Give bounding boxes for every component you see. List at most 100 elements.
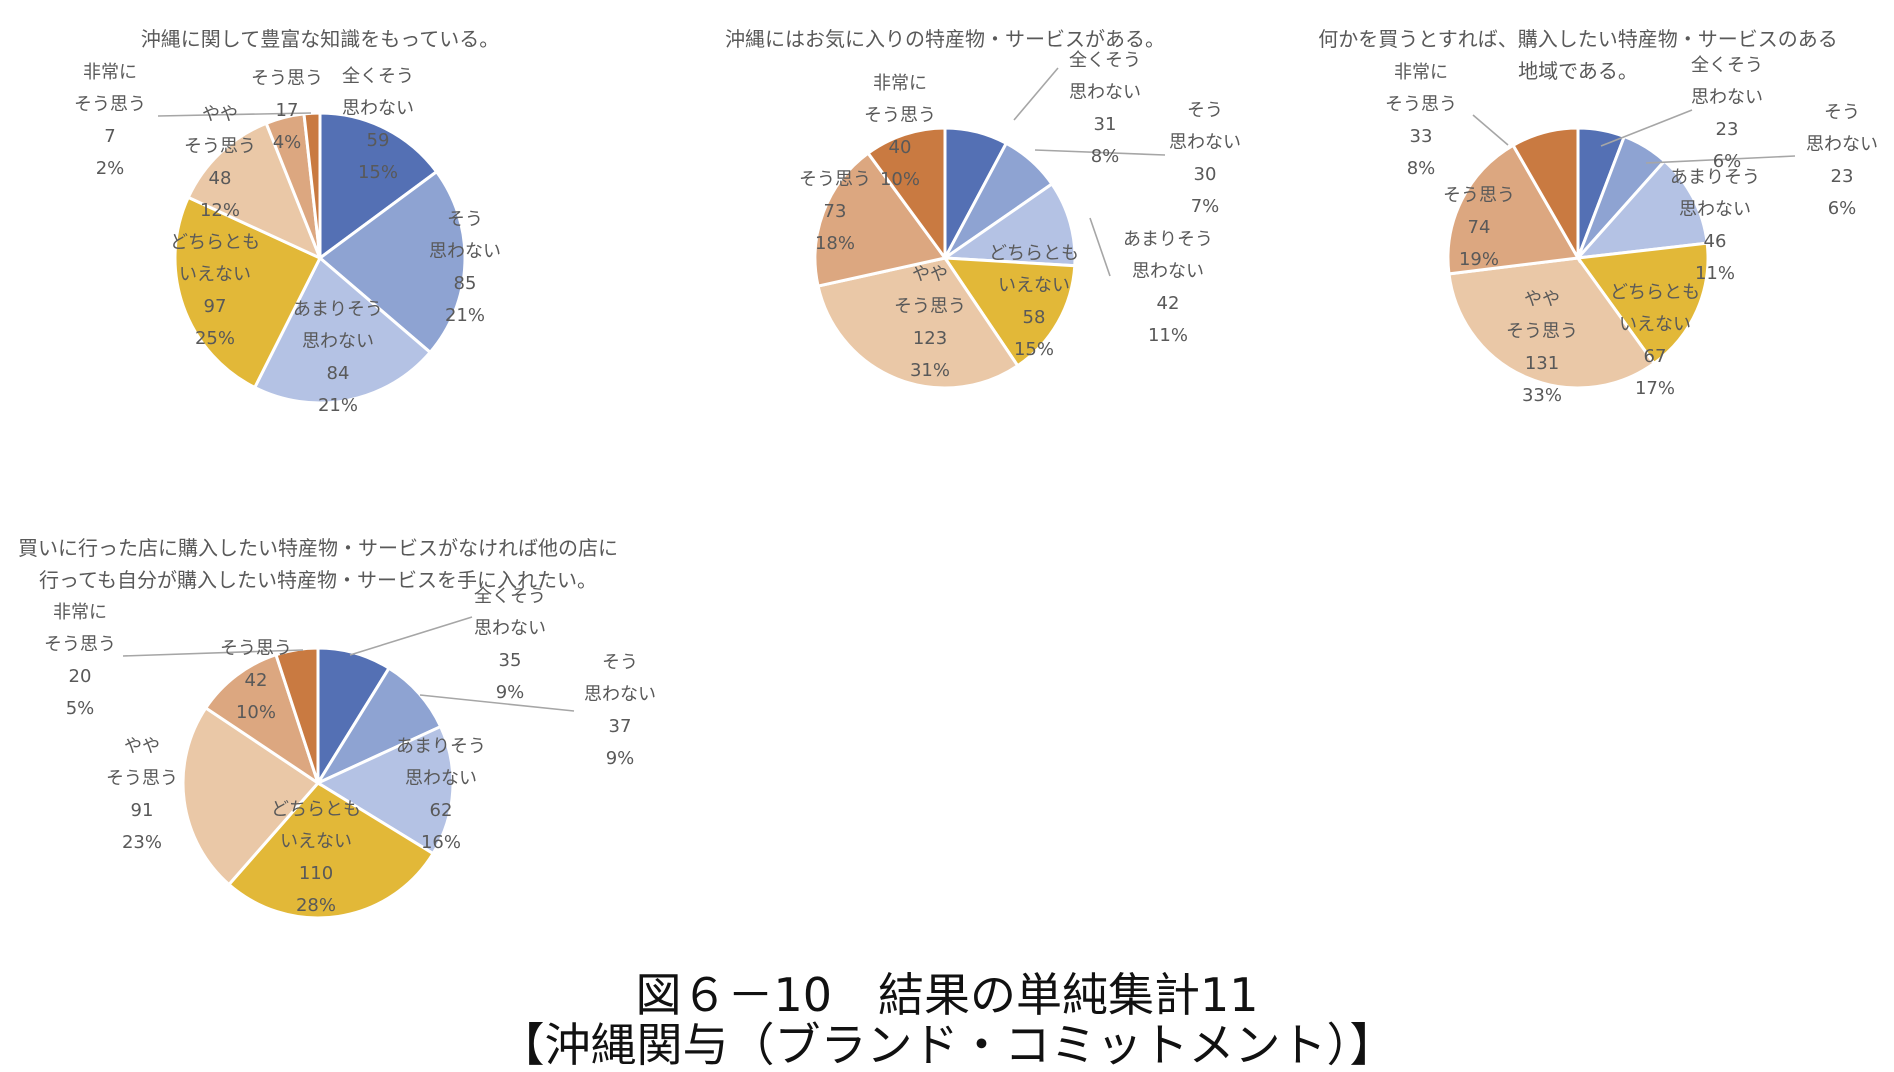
pie-slice	[203, 652, 321, 787]
data-label: 12%	[200, 200, 240, 221]
data-label: 48	[209, 168, 232, 189]
pie-slice	[314, 666, 443, 787]
data-label: そう思う	[1385, 94, 1457, 115]
data-label: 35	[499, 650, 522, 671]
pie-slice	[181, 705, 321, 887]
data-label: 17%	[1635, 378, 1675, 399]
data-label: 6%	[1713, 151, 1742, 172]
pie-slice	[1574, 158, 1709, 260]
data-label: 58	[1023, 307, 1046, 328]
data-label: 23%	[122, 832, 162, 853]
data-label: 19%	[1459, 249, 1499, 270]
data-label: あまりそう	[1123, 229, 1213, 250]
figure-caption-line2: 【沖縄関与（ブランド・コミットメント）】	[498, 1018, 1396, 1072]
data-label: 思わない	[1169, 132, 1241, 153]
data-label: そう	[602, 652, 638, 673]
data-label: 全くそう	[474, 586, 546, 607]
pie-slice	[865, 126, 947, 263]
data-label: 23	[1831, 166, 1854, 187]
data-label: 123	[913, 328, 947, 349]
data-label: 思わない	[1132, 261, 1204, 282]
data-label: 97	[204, 296, 227, 317]
leader-line	[1034, 149, 1166, 156]
pie-slice	[186, 121, 323, 261]
data-label: 31%	[910, 360, 950, 381]
data-label: 33	[1410, 126, 1433, 147]
data-label: 85	[454, 273, 477, 294]
data-label: 23	[1716, 119, 1739, 140]
data-label: 思わない	[302, 331, 374, 352]
pie-slice	[1575, 241, 1710, 366]
pie-slice	[940, 181, 1077, 268]
data-label: やや	[124, 736, 160, 757]
pie-slice	[318, 111, 439, 261]
leader-line	[1013, 67, 1059, 121]
figure-caption-line1: 図６－10 結果の単純集計11	[635, 968, 1259, 1022]
data-label: 8%	[1091, 146, 1120, 167]
data-label: 20	[69, 666, 92, 687]
data-label: 4%	[273, 132, 302, 153]
data-label: 15%	[358, 162, 398, 183]
data-label: いえない	[1619, 314, 1691, 335]
data-label: 思わない	[584, 684, 656, 705]
data-label: あまりそう	[396, 736, 486, 757]
data-label: そう思う	[251, 68, 323, 89]
leader-line	[122, 649, 304, 657]
data-label: 8%	[1407, 158, 1436, 179]
leader-line	[1089, 217, 1111, 277]
chart-title: 行っても自分が購入したい特産物・サービスを手に入れたい。	[39, 568, 597, 592]
pie-slice	[226, 781, 436, 920]
data-label: 62	[430, 800, 453, 821]
pie-slice	[252, 255, 433, 405]
data-label: 2%	[96, 158, 125, 179]
data-label: 10%	[236, 702, 276, 723]
data-label: そう思う	[894, 296, 966, 317]
data-label: 7	[104, 126, 115, 147]
data-label: そう思う	[220, 638, 292, 659]
data-label: 40	[889, 137, 912, 158]
pie-slice	[317, 169, 467, 355]
data-label: 74	[1468, 217, 1491, 238]
data-label: 全くそう	[1069, 50, 1141, 71]
pie-chart-1	[173, 111, 467, 405]
chart-title: 買いに行った店に購入したい特産物・サービスがなければ他の店に	[18, 536, 618, 560]
pie-slice	[1511, 126, 1580, 264]
data-label: 11%	[1148, 325, 1188, 346]
data-label: 15%	[1014, 339, 1054, 360]
data-label: 思わない	[1679, 199, 1751, 220]
data-label: 非常に	[873, 73, 927, 94]
data-label: 思わない	[1806, 134, 1878, 155]
data-label: 91	[131, 800, 154, 821]
data-label: 37	[609, 716, 632, 737]
leader-line	[1600, 109, 1693, 147]
leader-line	[349, 616, 473, 656]
data-label: 思わない	[342, 98, 414, 119]
leader-line	[157, 112, 312, 117]
data-label: そう	[1187, 100, 1223, 121]
data-label: そう	[447, 209, 483, 230]
pie-chart-4	[181, 646, 455, 920]
data-label: 全くそう	[1691, 55, 1763, 76]
data-label: 思わない	[405, 768, 477, 789]
data-label: そう思う	[1443, 185, 1515, 206]
data-label: どちらとも	[989, 243, 1079, 264]
data-label: そう思う	[864, 105, 936, 126]
data-label: やや	[202, 104, 238, 125]
data-label: 59	[367, 130, 390, 151]
data-label: 9%	[496, 682, 525, 703]
data-label: そう思う	[799, 169, 871, 190]
data-label: 全くそう	[342, 66, 414, 87]
data-label: どちらとも	[1610, 282, 1700, 303]
data-label: 11%	[1695, 263, 1735, 284]
chart-title: 沖縄に関して豊富な知識をもっている。	[141, 27, 499, 51]
data-label: 30	[1194, 164, 1217, 185]
data-label: 42	[245, 670, 268, 691]
data-label: そう	[1824, 102, 1860, 123]
data-label: いえない	[998, 275, 1070, 296]
pie-chart-3	[1446, 126, 1710, 390]
data-label: 17	[276, 100, 299, 121]
pie-slice	[314, 724, 455, 856]
data-label: 非常に	[53, 602, 107, 623]
data-label: 25%	[195, 328, 235, 349]
pie-slice	[816, 256, 1020, 390]
